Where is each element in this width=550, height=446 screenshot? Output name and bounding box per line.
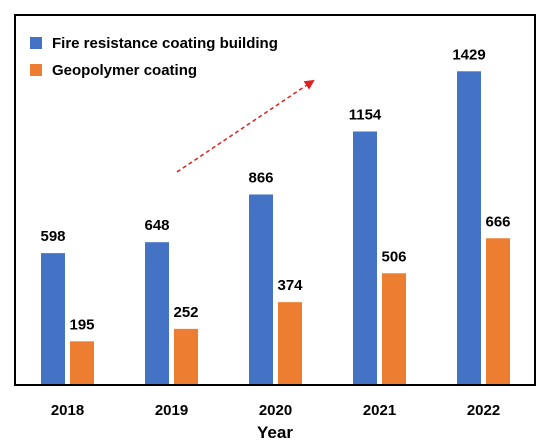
x-tick-label-2018: 2018 (51, 402, 84, 419)
value-label-fire-resistance-2022: 1429 (452, 46, 485, 63)
value-label-geopolymer-2021: 506 (381, 248, 406, 265)
bar-fire-resistance-2020 (249, 194, 273, 384)
bar-fire-resistance-2022 (457, 71, 481, 385)
trend-arrow (176, 79, 315, 173)
value-label-geopolymer-2018: 195 (69, 316, 94, 333)
legend: Fire resistance coating building Geopoly… (30, 35, 278, 79)
value-label-geopolymer-2020: 374 (277, 277, 303, 294)
x-axis-label: Year (257, 423, 293, 442)
bar-geopolymer-2020 (278, 302, 302, 384)
bar-fire-resistance-2021 (353, 131, 377, 384)
value-label-geopolymer-2022: 666 (485, 213, 510, 230)
plot-frame (14, 14, 536, 386)
legend-label-geopolymer: Geopolymer coating (52, 62, 197, 79)
legend-label-fire-resistance: Fire resistance coating building (52, 35, 278, 52)
x-tick-label-2022: 2022 (467, 402, 500, 419)
value-label-geopolymer-2019: 252 (173, 304, 198, 321)
bar-geopolymer-2022 (486, 238, 510, 384)
bars-group (41, 71, 510, 385)
value-label-fire-resistance-2018: 598 (40, 228, 65, 245)
value-label-fire-resistance-2019: 648 (144, 217, 169, 234)
x-tick-label-2020: 2020 (259, 402, 292, 419)
value-label-fire-resistance-2020: 866 (248, 169, 273, 186)
value-label-fire-resistance-2021: 1154 (349, 106, 382, 123)
x-tick-labels-group: 2018 2019 2020 2021 2022 (51, 402, 500, 419)
x-tick-label-2021: 2021 (363, 402, 396, 419)
value-labels-group: 598 195 648 252 866 374 1154 506 1429 666 (40, 46, 510, 333)
bar-fire-resistance-2019 (145, 242, 169, 384)
x-tick-label-2019: 2019 (155, 402, 188, 419)
bar-geopolymer-2018 (70, 341, 94, 384)
bar-geopolymer-2019 (174, 328, 198, 384)
legend-swatch-geopolymer (30, 64, 42, 76)
legend-swatch-fire-resistance (30, 37, 42, 49)
bar-fire-resistance-2018 (41, 253, 65, 384)
bar-geopolymer-2021 (382, 273, 406, 384)
